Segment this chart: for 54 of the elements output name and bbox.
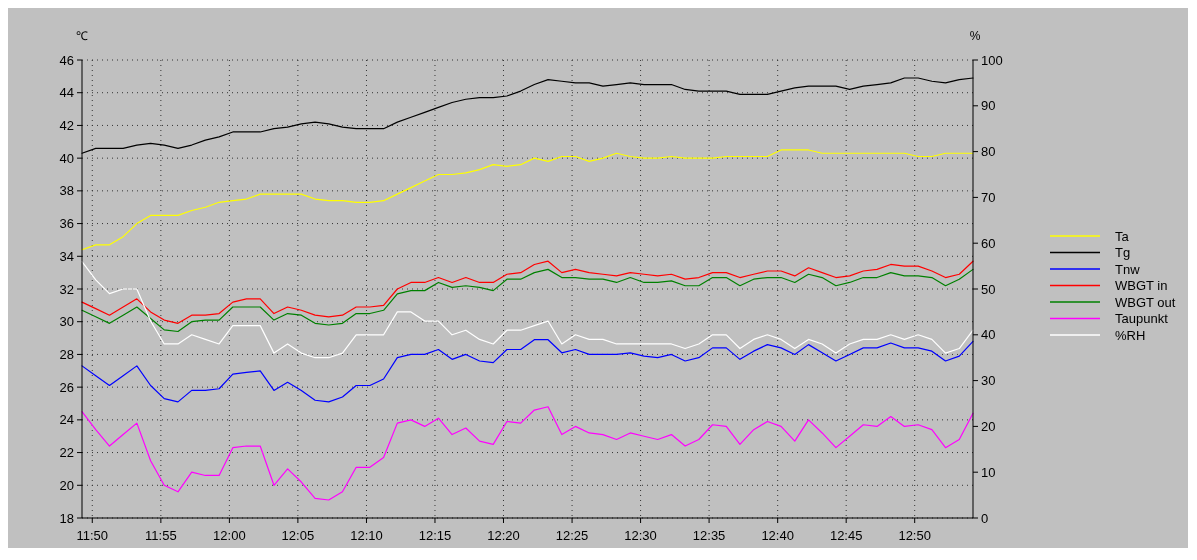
y2-tick-label: 70 [981,189,996,205]
line-series [81,268,974,333]
y-tick-label: 46 [59,52,74,68]
y-tick-label: 38 [59,183,74,199]
x-tick-label: 12:35 [692,528,726,543]
line-series [81,406,974,501]
y-tick-label: 26 [59,379,74,395]
y2-tick-label: 30 [981,373,996,389]
x-tick-label: 12:20 [487,528,520,543]
x-tick-label: 11:50 [76,528,109,543]
y-tick-label: 36 [59,216,74,232]
x-tick-label: 12:25 [555,528,589,543]
y-tick-label: 22 [59,445,74,461]
y2-tick-label: 50 [981,281,996,297]
x-tick-label: 12:00 [213,528,246,543]
y2-tick-label: 80 [981,144,996,160]
y-tick-label: 40 [59,150,74,166]
line-series [81,149,974,251]
x-tick-label: 12:05 [281,528,315,543]
x-tick-label: 12:30 [624,528,657,543]
y-tick-label: 32 [59,281,74,297]
y2-tick-label: 20 [981,418,996,434]
y2-tick-label: 10 [981,464,996,480]
x-tick-label: 12:10 [350,528,383,543]
x-tick-label: 12:50 [898,528,931,543]
y-tick-label: 44 [59,85,74,101]
y2-axis-title: % [969,29,981,43]
line-series [81,339,974,403]
x-tick-label: 12:15 [418,528,452,543]
y2-tick-label: 90 [981,98,996,114]
y2-tick-label: 60 [981,235,996,251]
legend-label: Tnw [1115,261,1141,277]
legend-label: %RH [1115,327,1146,343]
legend-label: WBGT in [1115,278,1168,294]
y-tick-label: 28 [59,346,74,362]
legend-label: Taupunkt [1115,311,1169,327]
legend-label: WBGT out [1115,294,1176,310]
y-tick-label: 18 [59,510,74,526]
legend-label: Tg [1115,245,1131,261]
y-axis-title: ℃ [76,29,88,43]
legend-label: Ta [1115,228,1130,244]
line-series [81,260,974,359]
x-tick-label: 11:55 [145,528,177,543]
y-tick-label: 34 [59,248,74,264]
y-tick-label: 42 [59,117,74,133]
y-tick-label: 24 [59,412,74,428]
line-series [81,260,974,324]
x-tick-label: 12:40 [761,528,794,543]
y2-tick-label: 0 [981,510,989,526]
y2-tick-label: 100 [981,52,1003,68]
y2-tick-label: 40 [981,327,996,343]
x-tick-label: 12:45 [829,528,863,543]
y-tick-label: 20 [59,477,74,493]
y-tick-label: 30 [59,314,74,330]
